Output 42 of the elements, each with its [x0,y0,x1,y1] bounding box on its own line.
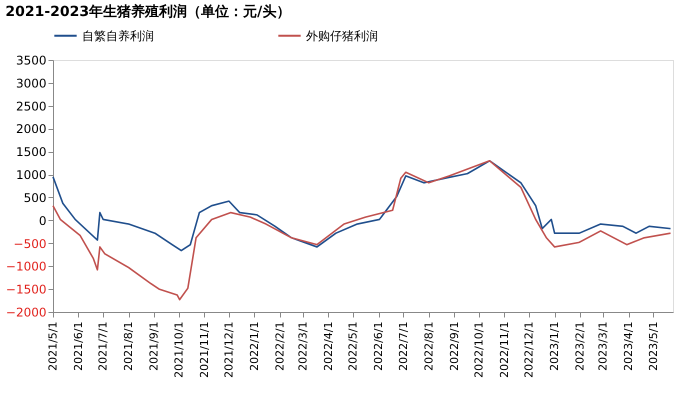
y-tick-label: −500 [14,236,46,251]
y-tick-label: 3000 [16,76,46,90]
legend-label: 外购仔猪利润 [306,28,378,43]
x-tick-label: 2022/5/1 [346,322,360,371]
x-tick-label: 2022/6/1 [372,322,386,371]
y-tick-label: 1500 [16,145,46,160]
y-tick-label: 500 [24,190,46,205]
x-tick-label: 2022/4/1 [322,322,335,371]
x-tick-label: 2022/9/1 [448,322,461,371]
x-tick-label: 2023/4/1 [622,322,636,371]
x-tick-label: 2021/5/1 [46,322,60,371]
x-tick-label: 2023/2/1 [574,322,587,371]
chart-title: 2021-2023年生猪养殖利润（单位：元/头） [5,3,290,20]
x-tick-label: 2022/8/1 [422,322,436,371]
x-tick-label: 2022/1/1 [248,322,261,371]
x-tick-label: 2021/11/1 [198,322,211,378]
x-tick-label: 2021/8/1 [122,322,136,371]
y-tick-label: −1000 [6,260,46,274]
x-tick-label: 2021/7/1 [96,322,110,371]
x-tick-label: 2022/7/1 [396,322,410,371]
y-tick-label: 2000 [16,122,46,136]
y-tick-label: 3500 [16,54,46,68]
x-tick-label: 2022/12/1 [522,322,536,378]
line-series [52,160,672,252]
x-tick-label: 2021/6/1 [72,322,85,371]
x-tick-label: 2021/12/1 [222,322,236,378]
x-tick-label: 2022/3/1 [296,322,310,371]
x-tick-label: 2022/11/1 [498,322,511,378]
y-tick-label: 1000 [16,168,46,182]
x-tick-label: 2021/10/1 [172,322,186,378]
y-tick-label: 0 [38,214,46,228]
line-series [52,160,672,300]
legend-label: 自繁自养利润 [82,28,154,43]
x-tick-label: 2022/10/1 [472,322,486,378]
x-tick-label: 2023/3/1 [596,322,610,371]
x-tick-label: 2022/2/1 [273,322,286,371]
x-tick-label: 2023/1/1 [548,322,562,371]
y-tick-label: −1500 [6,282,46,297]
y-tick-label: 2500 [16,99,46,114]
x-tick-label: 2021/9/1 [148,322,161,371]
x-tick-label: 2023/5/1 [646,322,660,371]
y-tick-label: −2000 [6,306,46,320]
